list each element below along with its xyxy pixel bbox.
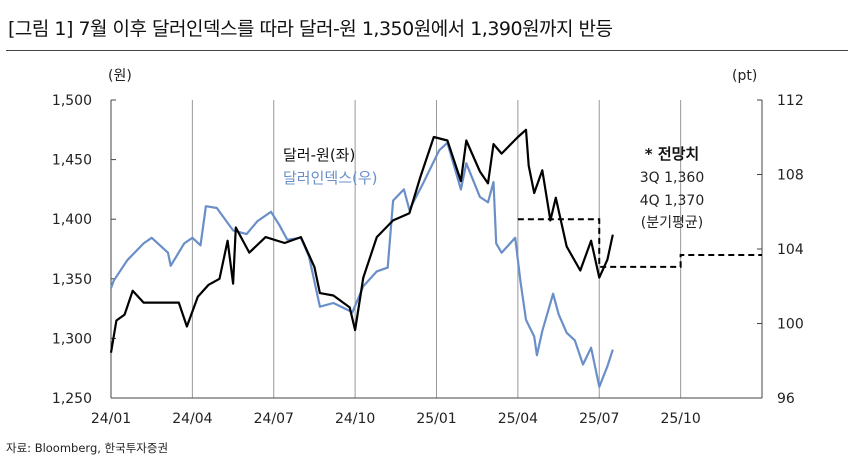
left-tick-label: 1,250: [52, 391, 92, 407]
dollar-index-line: [109, 141, 614, 388]
annotation-line-3q: 3Q 1,360: [640, 170, 704, 186]
x-tick-label: 24/04: [172, 411, 212, 427]
title-divider: [6, 50, 848, 51]
right-tick-label: 104: [777, 242, 804, 258]
x-tick-label: 24/01: [91, 411, 131, 427]
left-tick-label: 1,350: [52, 272, 92, 288]
right-tick-label: 108: [777, 168, 804, 184]
series-lines: [109, 128, 762, 388]
right-tick-label: 112: [777, 93, 804, 109]
left-tick-label: 1,400: [52, 212, 92, 228]
left-tick-label: 1,450: [52, 153, 92, 169]
grid-lines: [191, 100, 682, 398]
left-tick-label: 1,300: [52, 331, 92, 347]
chart-title: [그림 1] 7월 이후 달러인덱스를 따라 달러-원 1,350원에서 1,3…: [8, 18, 613, 40]
x-tick-label: 25/01: [416, 411, 456, 427]
annotation-line-note: (분기평균): [641, 215, 703, 231]
x-tick-label: 24/10: [335, 411, 375, 427]
right-tick-label: 100: [777, 317, 804, 333]
right-tick-label: 96: [777, 391, 795, 407]
x-tick-label: 25/04: [498, 411, 538, 427]
legend-entry-dxy: 달러인덱스(우): [283, 169, 378, 187]
legend-entry-krw: 달러-원(좌): [283, 146, 355, 164]
x-tick-label: 25/07: [579, 411, 619, 427]
left-axis-unit: (원): [108, 68, 132, 84]
x-tick-label: 24/07: [254, 411, 294, 427]
right-axis-unit: (pt): [732, 68, 757, 84]
axes: 24/01 24/04 24/07 24/10 25/01 25/04 25/07 25/10…: [52, 93, 804, 427]
krw-usd-line: [109, 128, 614, 353]
forecast-dashed-line: [517, 218, 762, 268]
source-note: 자료: Bloomberg, 한국투자증권: [6, 441, 169, 455]
x-tick-label: 25/10: [660, 411, 700, 427]
left-tick-label: 1,500: [52, 93, 92, 109]
annotation-title: * 전망치: [645, 145, 699, 163]
annotation-line-4q: 4Q 1,370: [640, 193, 704, 209]
